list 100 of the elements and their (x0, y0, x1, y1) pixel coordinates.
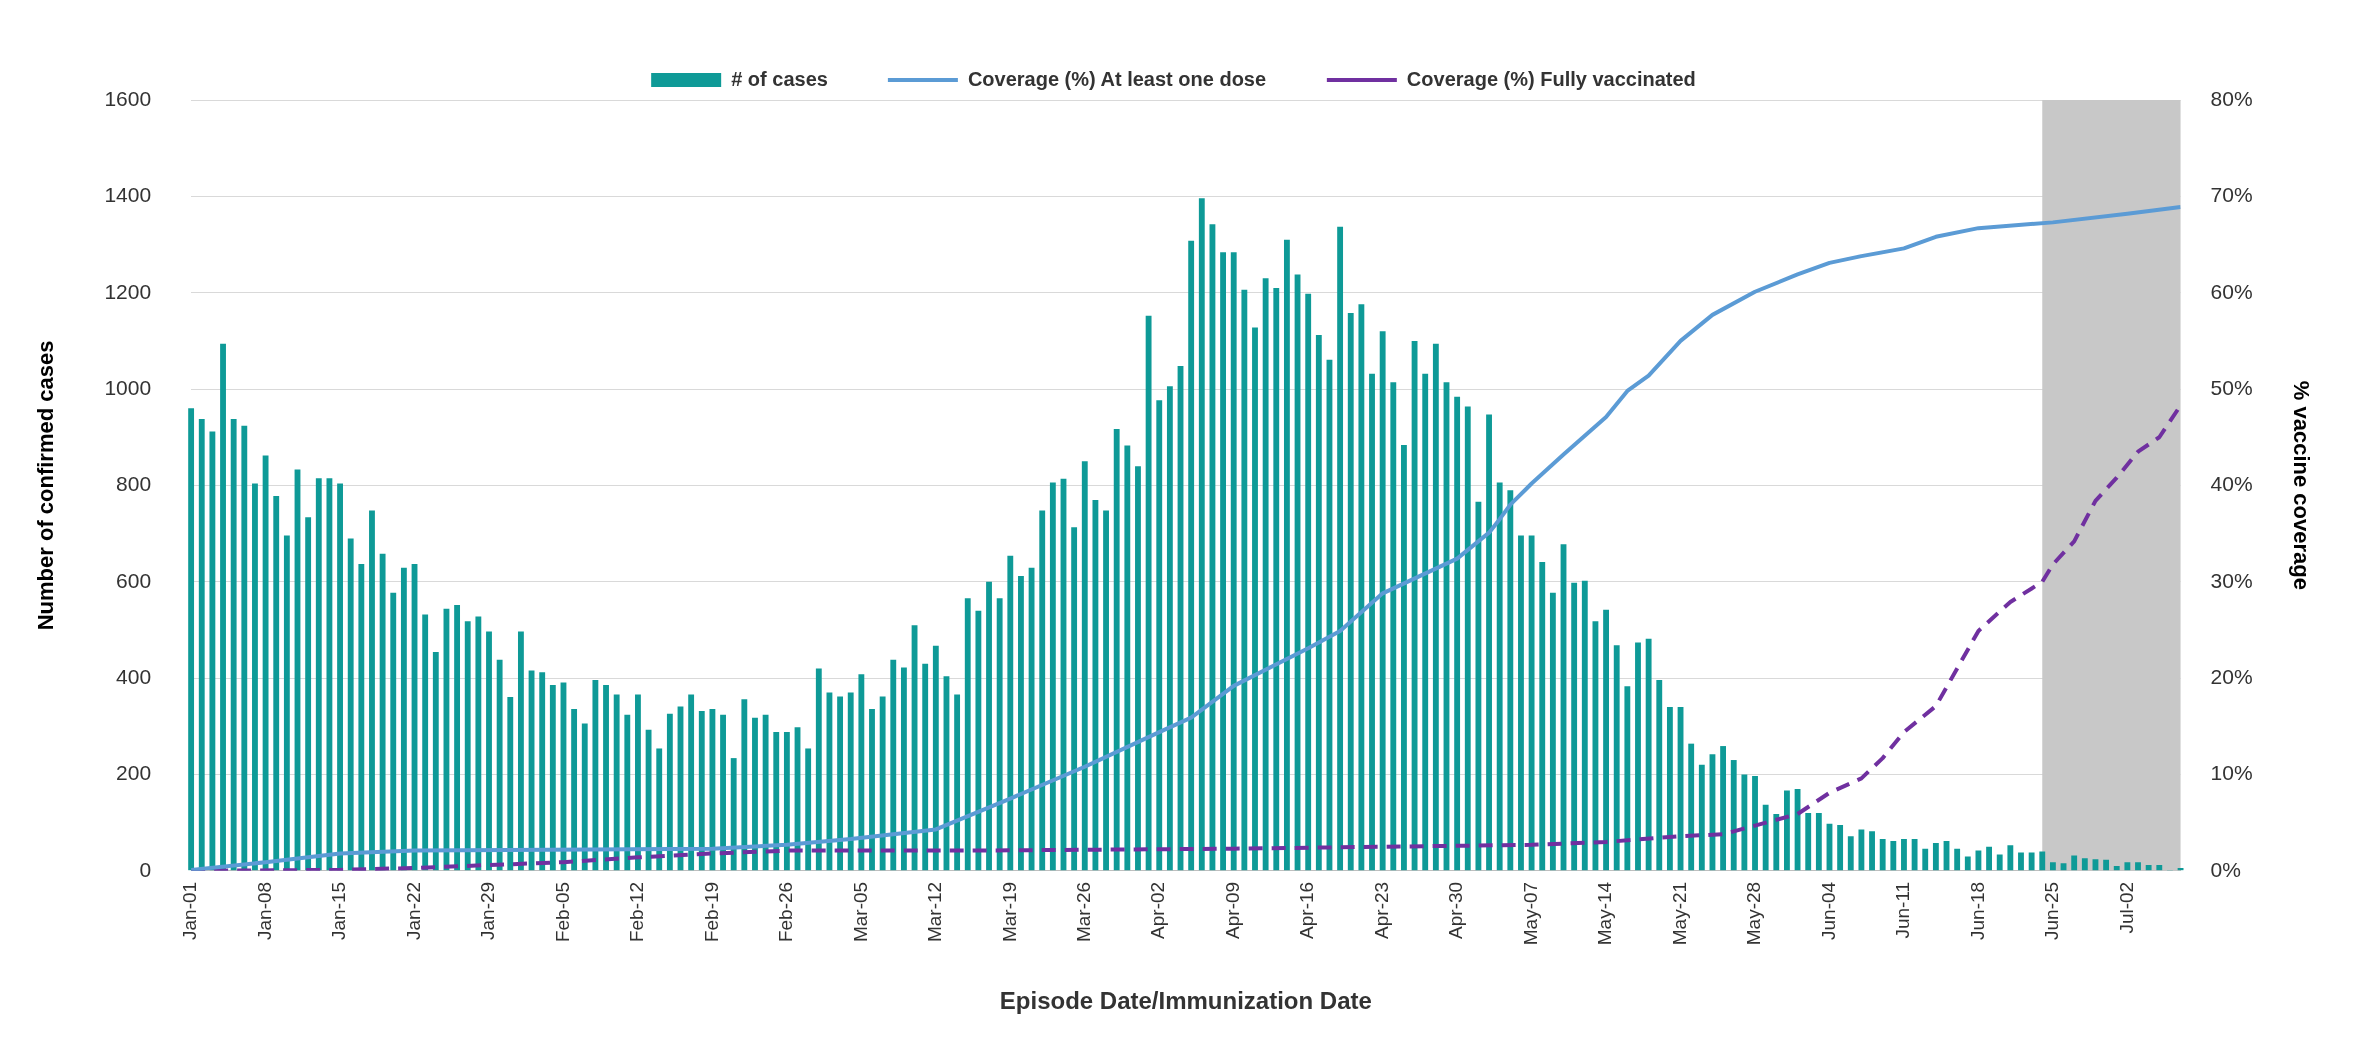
bar (1156, 400, 1163, 871)
bar (890, 659, 897, 871)
legend-label: Coverage (%) Fully vaccinated (1406, 67, 1696, 90)
y2-tick-label: 0% (2210, 857, 2241, 881)
bar (688, 694, 695, 871)
bar (837, 696, 844, 871)
bar (1571, 582, 1578, 871)
bar (1486, 414, 1492, 871)
bar (230, 418, 237, 871)
bar (390, 592, 397, 871)
bar (2018, 852, 2024, 871)
bar (815, 668, 822, 871)
bar (464, 621, 471, 871)
x-tick-label: May-07 (1519, 881, 1541, 946)
bar (496, 659, 503, 871)
x-tick-label: Mar-12 (924, 881, 946, 943)
bar (1911, 839, 1918, 871)
bar (1762, 804, 1769, 871)
x-tick-label: May-21 (1668, 881, 1690, 946)
x-tick-label: Mar-19 (998, 881, 1020, 943)
bar (624, 714, 631, 871)
bar (2081, 858, 2088, 871)
x-tick-label: Jun-25 (2041, 881, 2063, 940)
bar (1252, 327, 1258, 871)
bar (1188, 240, 1195, 871)
x-tick-label: Mar-26 (1073, 881, 1095, 943)
bar (2007, 845, 2014, 871)
bar (1390, 382, 1397, 871)
bar (1539, 562, 1546, 871)
y-tick-label: 1600 (104, 86, 152, 110)
bar (1283, 239, 1290, 871)
bar (1241, 289, 1248, 871)
x-axis-title: Episode Date/Immunization Date (999, 987, 1372, 1015)
bar (2113, 866, 2120, 871)
bar (1773, 814, 1780, 871)
y2-tick-label: 10% (2210, 761, 2253, 785)
bar (486, 631, 492, 871)
bar (1220, 252, 1226, 871)
bar (326, 478, 333, 871)
bar (1018, 576, 1024, 871)
bar (1475, 501, 1482, 871)
bar (730, 758, 737, 871)
bar (1858, 829, 1865, 871)
bar (1092, 499, 1099, 871)
y2-tick-label: 60% (2210, 279, 2253, 303)
x-tick-label: Jul-02 (2115, 881, 2137, 934)
bar (475, 616, 482, 871)
bar (2049, 862, 2056, 871)
bar (1507, 490, 1514, 871)
x-tick-label: Apr-02 (1147, 881, 1169, 939)
x-tick-label: Jun-11 (1892, 881, 1914, 939)
bar (1262, 278, 1269, 871)
bar (1379, 331, 1386, 871)
bar (1741, 774, 1748, 871)
bar (1869, 831, 1875, 871)
y2-tick-label: 20% (2210, 664, 2253, 688)
bar (592, 680, 599, 871)
bar (1028, 567, 1035, 871)
x-tick-label: Jan-08 (253, 881, 275, 940)
bar (922, 663, 929, 871)
x-tick-label: Jan-22 (402, 881, 424, 940)
bar (1496, 482, 1503, 871)
bar (2071, 855, 2078, 871)
bar (2039, 851, 2046, 871)
bar (1837, 825, 1844, 871)
bar (252, 483, 258, 871)
bar (1103, 510, 1109, 871)
bar (1198, 198, 1205, 871)
bar (1039, 510, 1046, 871)
bar (1305, 293, 1312, 871)
x-tick-label: Mar-05 (849, 881, 871, 943)
y-tick-label: 0 (139, 857, 152, 881)
bar (241, 425, 248, 871)
bar (1337, 226, 1344, 871)
bar (1315, 335, 1322, 871)
bar (2135, 862, 2141, 871)
bar (432, 652, 439, 871)
bar (954, 694, 961, 871)
x-tick-label: Feb-26 (775, 881, 797, 943)
bar (986, 581, 992, 871)
bar (1464, 406, 1471, 871)
x-tick-label: May-14 (1594, 881, 1616, 946)
y-tick-label: 200 (116, 761, 152, 785)
bar (879, 696, 886, 871)
bar (1135, 466, 1141, 871)
bar (783, 732, 790, 871)
x-tick-label: Apr-09 (1221, 881, 1243, 939)
y2-tick-label: 80% (2210, 86, 2253, 110)
bar (1805, 813, 1812, 871)
bar (581, 723, 588, 871)
bar (1879, 839, 1886, 871)
bar (1273, 287, 1280, 871)
bar (975, 610, 982, 871)
x-tick-label: May-28 (1743, 881, 1765, 946)
bar (1932, 842, 1939, 871)
bar (539, 672, 546, 871)
bar (1401, 444, 1407, 871)
x-tick-label: Jan-01 (179, 881, 201, 940)
bar (454, 604, 461, 871)
bar (1635, 642, 1641, 871)
